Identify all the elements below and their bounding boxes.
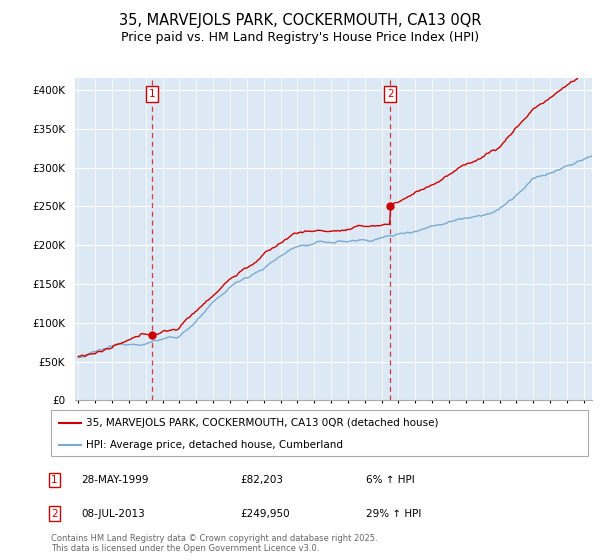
Text: 29% ↑ HPI: 29% ↑ HPI — [366, 508, 421, 519]
Text: HPI: Average price, detached house, Cumberland: HPI: Average price, detached house, Cumb… — [86, 440, 343, 450]
Text: £249,950: £249,950 — [240, 508, 290, 519]
Text: 2: 2 — [387, 89, 394, 99]
Text: 1: 1 — [149, 89, 155, 99]
Text: Price paid vs. HM Land Registry's House Price Index (HPI): Price paid vs. HM Land Registry's House … — [121, 31, 479, 44]
Text: 2: 2 — [51, 508, 58, 519]
Text: 08-JUL-2013: 08-JUL-2013 — [81, 508, 145, 519]
Text: £82,203: £82,203 — [240, 475, 283, 485]
Text: 35, MARVEJOLS PARK, COCKERMOUTH, CA13 0QR: 35, MARVEJOLS PARK, COCKERMOUTH, CA13 0Q… — [119, 13, 481, 28]
Text: 6% ↑ HPI: 6% ↑ HPI — [366, 475, 415, 485]
FancyBboxPatch shape — [51, 410, 588, 456]
Text: 28-MAY-1999: 28-MAY-1999 — [81, 475, 149, 485]
Text: 35, MARVEJOLS PARK, COCKERMOUTH, CA13 0QR (detached house): 35, MARVEJOLS PARK, COCKERMOUTH, CA13 0Q… — [86, 418, 439, 428]
Text: 1: 1 — [51, 475, 58, 485]
Text: Contains HM Land Registry data © Crown copyright and database right 2025.
This d: Contains HM Land Registry data © Crown c… — [51, 534, 377, 553]
